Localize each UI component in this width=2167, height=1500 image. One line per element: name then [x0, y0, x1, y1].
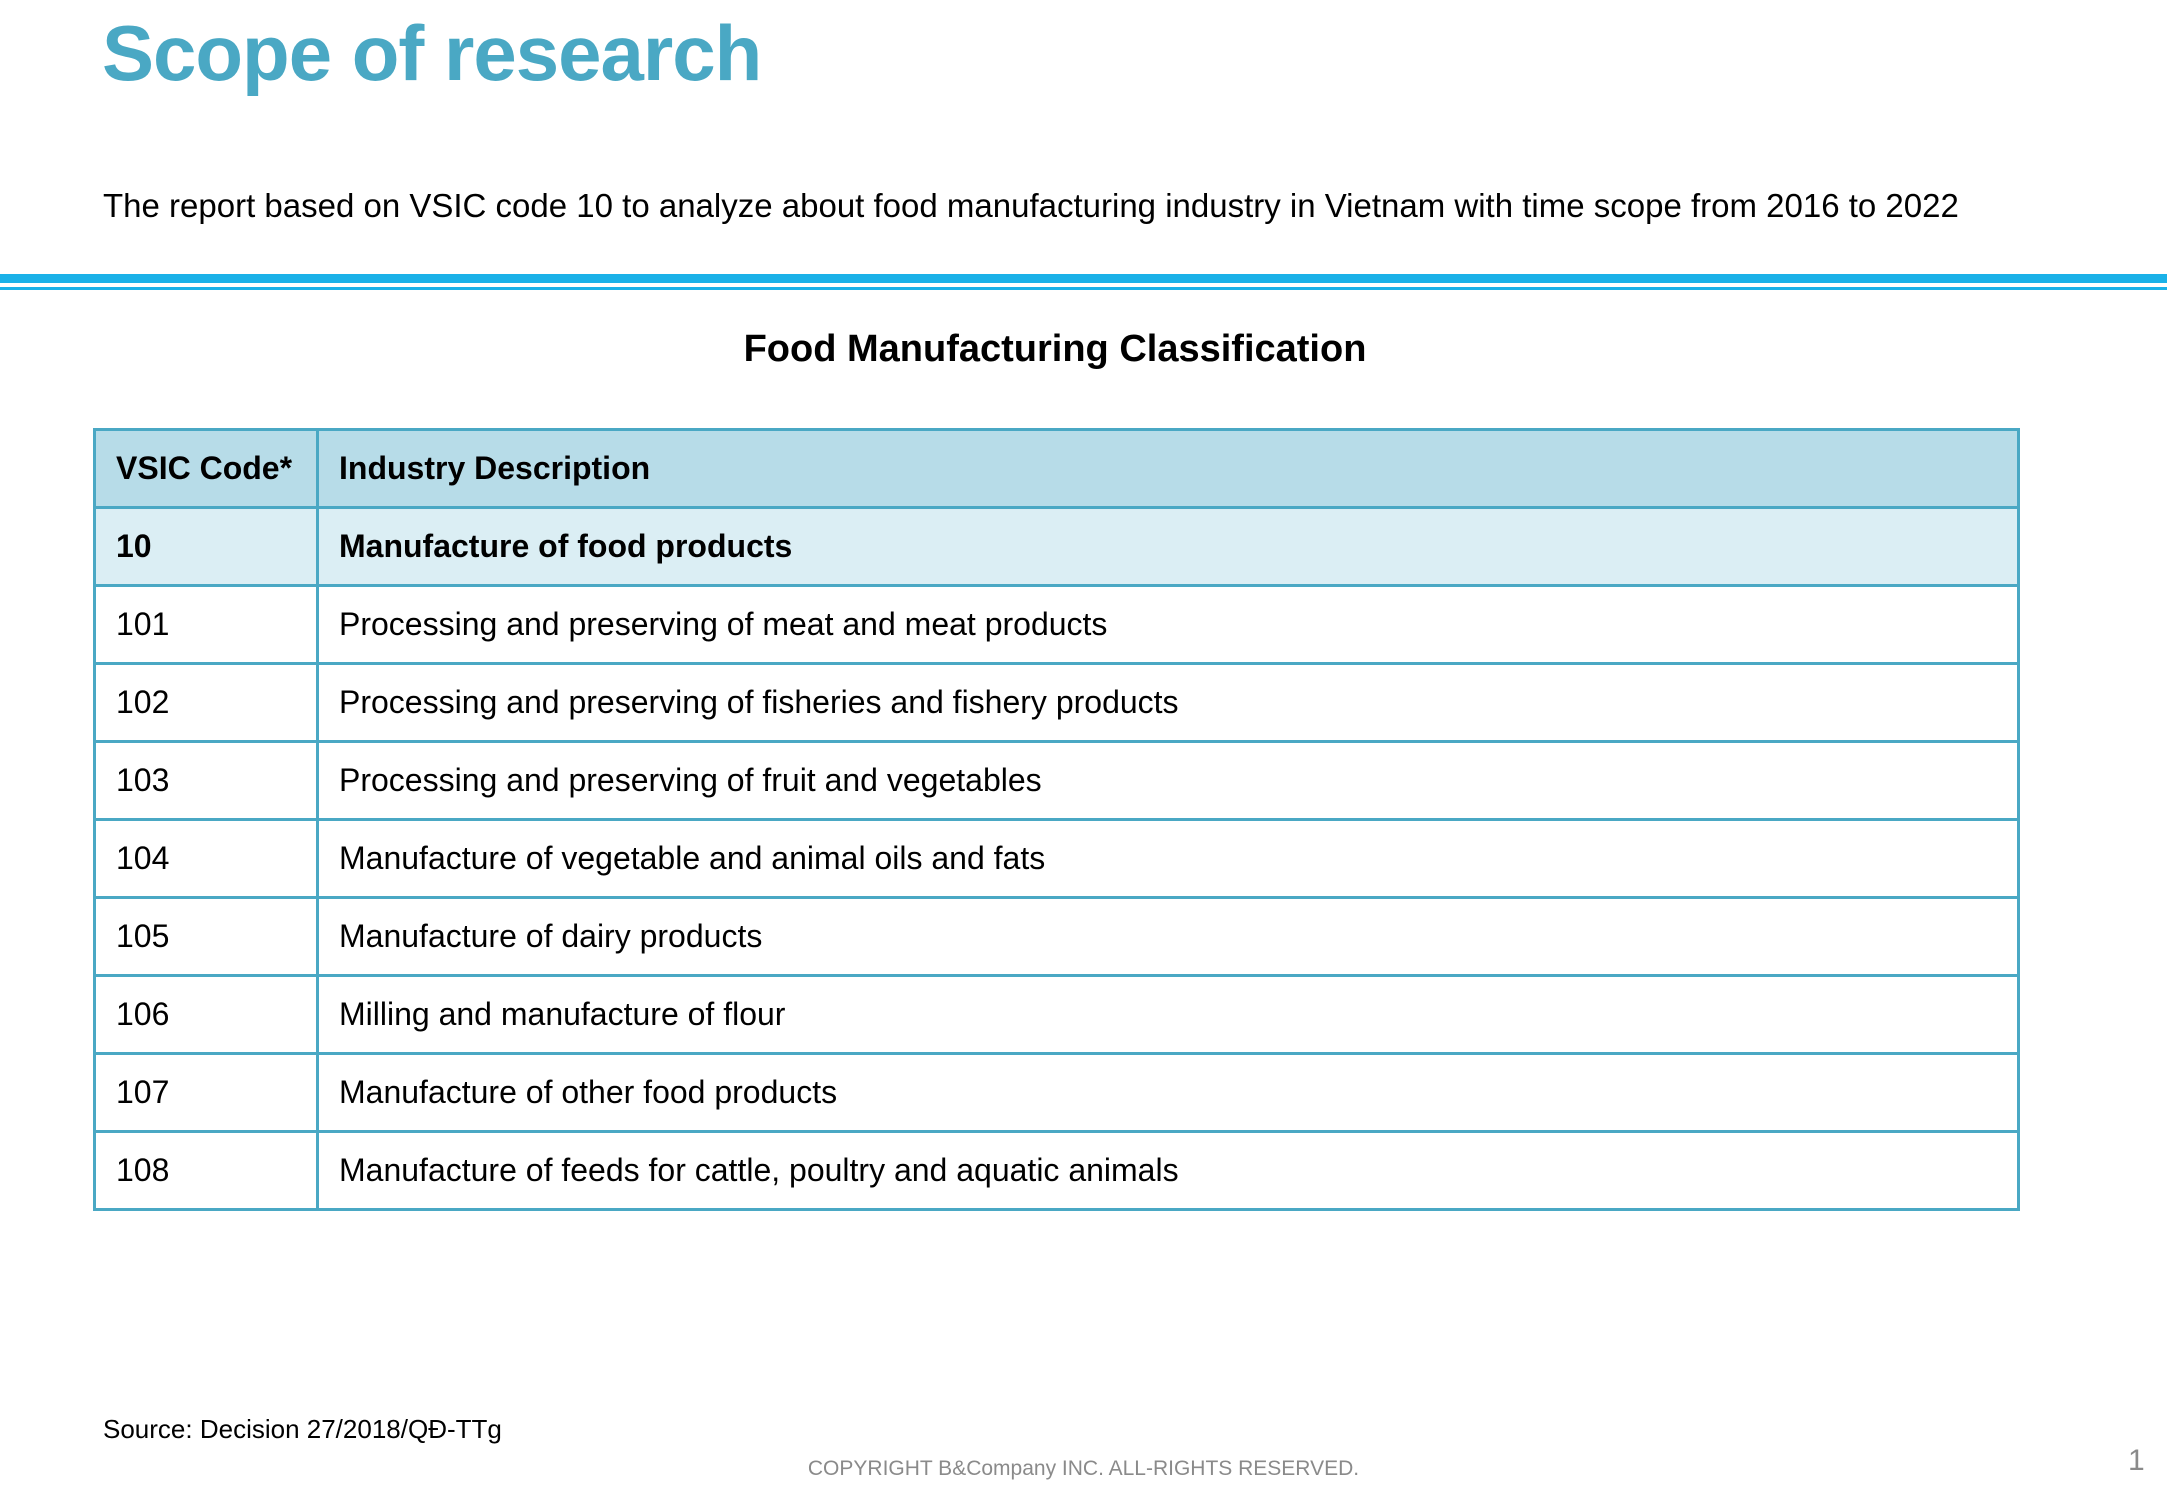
table-row: 101 Processing and preserving of meat and…: [93, 584, 2020, 665]
description-cell: Manufacture of vegetable and animal oils…: [316, 818, 2020, 899]
title: Scope of research: [102, 9, 762, 97]
divider: [0, 287, 2167, 290]
table-row: 105 Manufacture of dairy products: [93, 896, 2020, 977]
code-cell: 102: [93, 662, 319, 743]
code-cell: 106: [93, 974, 319, 1055]
code-cell: 108: [93, 1130, 319, 1211]
source: Source: Decision 27/2018/QĐ-TTg: [103, 1414, 502, 1444]
header-cell: Industry Description: [316, 428, 2020, 509]
table-row: 10 Manufacture of food products: [93, 506, 2020, 587]
table-row: 106 Milling and manufacture of flour: [93, 974, 2020, 1055]
table: VSIC Code* Industry Description 10 Manufa…: [93, 428, 2020, 1211]
subtitle: The report based on VSIC code 10 to anal…: [103, 187, 1959, 224]
table-row: 107 Manufacture of other food products: [93, 1052, 2020, 1133]
table-row: 103 Processing and preserving of fruit an…: [93, 740, 2020, 821]
copyright: COPYRIGHT B&Company INC. ALL-RIGHTS RESE…: [807, 1457, 1360, 1480]
page-number: 1: [2128, 1444, 2145, 1477]
code-cell: 103: [93, 740, 319, 821]
header-row: VSIC Code* Industry Description: [93, 428, 2020, 509]
description-cell: Manufacture of food products: [316, 506, 2020, 587]
description-cell: Manufacture of other food products: [316, 1052, 2020, 1133]
table-body: VSIC Code* Industry Description 10 Manufa…: [93, 428, 2020, 1211]
table-row: 108 Manufacture of feeds for cattle, poul…: [93, 1130, 2020, 1211]
code-cell: 105: [93, 896, 319, 977]
description-cell: Processing and preserving of fruit and v…: [316, 740, 2020, 821]
description-cell: Manufacture of dairy products: [316, 896, 2020, 977]
description-cell: Manufacture of feeds for cattle, poultry…: [316, 1130, 2020, 1211]
table-title: Food Manufacturing Classification: [743, 328, 1367, 370]
code-cell: 101: [93, 584, 319, 665]
table-row: 102 Processing and preserving of fisherie…: [93, 662, 2020, 743]
description-cell: Processing and preserving of meat and me…: [316, 584, 2020, 665]
code-cell: 10: [93, 506, 319, 587]
divider: [0, 274, 2167, 283]
header-cell: VSIC Code*: [93, 428, 319, 509]
code-cell: 107: [93, 1052, 319, 1133]
description-cell: Processing and preserving of fisheries a…: [316, 662, 2020, 743]
table-row: 104 Manufacture of vegetable and animal o…: [93, 818, 2020, 899]
code-cell: 104: [93, 818, 319, 899]
description-cell: Milling and manufacture of flour: [316, 974, 2020, 1055]
